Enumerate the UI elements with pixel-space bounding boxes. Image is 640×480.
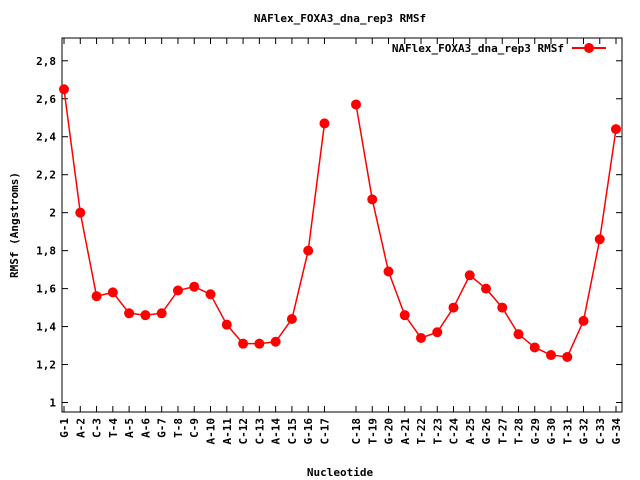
data-point [140, 310, 151, 321]
data-point [546, 350, 556, 361]
x-tick-label: C-33 [594, 418, 607, 445]
x-axis-label: Nucleotide [307, 466, 374, 479]
y-axis-ticks: 1 1,2 1,4 1,6 1,8 2 2,2 2,4 2,6 2,8 [36, 55, 622, 410]
x-tick-label: C-13 [253, 418, 266, 445]
y-tick-label: 2 [49, 207, 56, 220]
data-point [383, 266, 394, 277]
x-tick-label: A-11 [221, 418, 234, 445]
data-point [172, 285, 183, 296]
data-point [399, 310, 410, 321]
x-tick-label: T-27 [496, 418, 509, 445]
data-point [529, 342, 540, 353]
legend-swatch-marker [584, 43, 594, 53]
data-point [319, 118, 330, 129]
data-point [464, 270, 475, 281]
y-tick-label: 2,2 [36, 169, 56, 182]
x-tick-label: A-5 [123, 418, 136, 438]
x-tick-label: T-4 [107, 418, 120, 438]
y-tick-label: 2,6 [36, 93, 56, 106]
x-tick-label: G-20 [383, 418, 396, 445]
data-point [578, 315, 589, 326]
y-tick-label: 2,8 [36, 55, 56, 68]
data-point [221, 319, 232, 330]
data-point [59, 84, 69, 95]
data-point [286, 313, 297, 324]
data-point [303, 245, 314, 256]
x-tick-label: A-25 [464, 418, 477, 445]
data-point [448, 302, 459, 313]
x-tick-label: T-19 [366, 418, 379, 445]
x-tick-label: G-32 [578, 418, 591, 445]
x-tick-label: A-10 [205, 418, 218, 445]
data-point [497, 302, 508, 313]
data-point [481, 283, 491, 294]
x-tick-label: A-14 [270, 418, 283, 445]
x-tick-label: C-15 [286, 418, 299, 445]
data-point [205, 289, 216, 300]
data-point [562, 351, 573, 362]
data-point [416, 332, 426, 343]
y-tick-label: 1,6 [36, 283, 56, 296]
data-point [270, 336, 281, 347]
data-point [124, 308, 135, 319]
legend: NAFlex_FOXA3_dna_rep3 RMSf [392, 42, 606, 55]
y-tick-label: 1,8 [36, 245, 56, 258]
data-point [513, 329, 524, 340]
x-tick-label: G-30 [545, 418, 558, 445]
x-tick-label: C-18 [350, 418, 363, 445]
x-tick-label: T-28 [513, 418, 526, 445]
x-tick-label: C-17 [318, 418, 331, 445]
chart-title: NAFlex_FOXA3_dna_rep3 RMSf [254, 12, 426, 25]
x-tick-label: A-2 [74, 418, 87, 438]
x-tick-label: T-23 [431, 418, 444, 445]
plot-frame [61, 37, 623, 413]
data-point [91, 291, 102, 302]
x-tick-label: A-6 [139, 418, 152, 438]
x-tick-label: G-26 [480, 418, 493, 445]
legend-label: NAFlex_FOXA3_dna_rep3 RMSf [392, 42, 564, 55]
data-point [107, 287, 118, 298]
x-tick-label: T-8 [172, 418, 185, 438]
data-point [432, 327, 443, 338]
series-line-segment [63, 89, 326, 345]
x-tick-label: C-3 [91, 418, 104, 438]
y-tick-label: 1,4 [36, 321, 56, 334]
data-point [611, 124, 621, 135]
y-tick-label: 1 [49, 397, 56, 410]
data-point [156, 308, 167, 319]
x-tick-label: A-21 [399, 418, 412, 445]
data-point [254, 338, 265, 349]
x-tick-label: G-7 [156, 418, 169, 438]
data-point [594, 234, 605, 245]
data-point [189, 281, 200, 292]
data-point [238, 338, 249, 349]
x-tick-label: T-31 [561, 418, 574, 445]
y-axis-label: RMSf (Angstroms) [8, 172, 21, 278]
series-layer [59, 84, 621, 362]
x-tick-label: G-34 [610, 418, 623, 445]
series-line-segment [355, 104, 617, 358]
x-tick-label: G-29 [529, 418, 542, 445]
x-tick-label: C-24 [448, 418, 461, 445]
x-tick-label: C-9 [188, 418, 201, 438]
x-tick-label: T-22 [415, 418, 428, 445]
x-axis-ticks: G-1 A-2 C-3 T-4 A-5 A-6 G-7 T-8 C-9 A-10 A-11 C-12 C… [58, 38, 623, 445]
x-tick-label: G-16 [302, 418, 315, 445]
data-point [75, 207, 86, 218]
y-tick-label: 2,4 [36, 131, 56, 144]
x-tick-label: C-12 [237, 418, 250, 445]
data-point [367, 194, 378, 205]
x-tick-label: G-1 [58, 418, 71, 438]
y-tick-label: 1,2 [36, 359, 56, 372]
data-point [351, 99, 361, 110]
